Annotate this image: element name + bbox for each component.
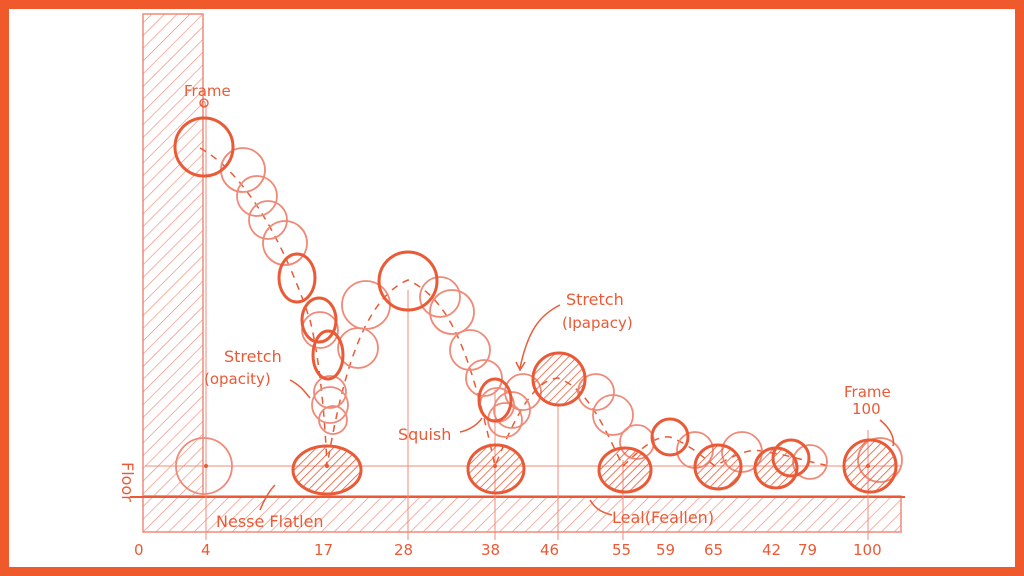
squished-balls	[291, 438, 898, 496]
ball-stretch-2	[300, 296, 338, 344]
axis-tick: 28	[394, 541, 413, 559]
axis-tick: 100	[853, 541, 882, 559]
center-dots	[204, 464, 870, 468]
ball-apex-1	[377, 250, 439, 312]
axis-tick: 42	[762, 541, 781, 559]
trajectory-dashed	[199, 147, 831, 469]
label-bottom-right: Leal(Feallen)	[612, 508, 714, 527]
ball-apex-hatched	[531, 351, 587, 407]
floor	[130, 465, 905, 533]
label-stretch-right: Stretch	[566, 290, 624, 309]
axis-tick: 0	[134, 541, 144, 559]
label-squish: Squish	[398, 425, 451, 444]
label-frame-start-num: 0	[201, 100, 206, 109]
label-stretch-left: Stretch	[224, 347, 282, 366]
axis-tick: 65	[704, 541, 723, 559]
axis-tick: 4	[201, 541, 211, 559]
ball-stretch-3	[311, 329, 345, 381]
axis-tick: 59	[656, 541, 675, 559]
axis-tick: 79	[798, 541, 817, 559]
label-frame-end: Frame	[844, 383, 891, 401]
frame-start-marker	[199, 98, 209, 108]
label-frame-end-num: 100	[852, 400, 881, 418]
axis-tick: 17	[314, 541, 333, 559]
axis-tick: 55	[612, 541, 631, 559]
label-stretch-right-sub: (Ipapacy)	[562, 314, 633, 332]
label-floor: Floor	[118, 462, 137, 502]
ball-stretch-down	[277, 252, 317, 304]
ball-frame-0	[173, 116, 235, 178]
ball-stretch-4	[477, 377, 513, 423]
label-stretch-left-sub: (opacity)	[204, 370, 271, 388]
axis-tick: 46	[540, 541, 559, 559]
key-balls	[173, 116, 811, 478]
annotation-arrows	[259, 304, 895, 516]
label-frame-start: Frame	[184, 82, 231, 100]
axis-ticks: 0 4 17 28 38 46 55 59 65 42 79 100	[134, 541, 882, 559]
axis-tick: 38	[481, 541, 500, 559]
ball-apex-2	[650, 417, 690, 457]
label-bottom-left: Nesse Flatlen	[216, 512, 324, 531]
